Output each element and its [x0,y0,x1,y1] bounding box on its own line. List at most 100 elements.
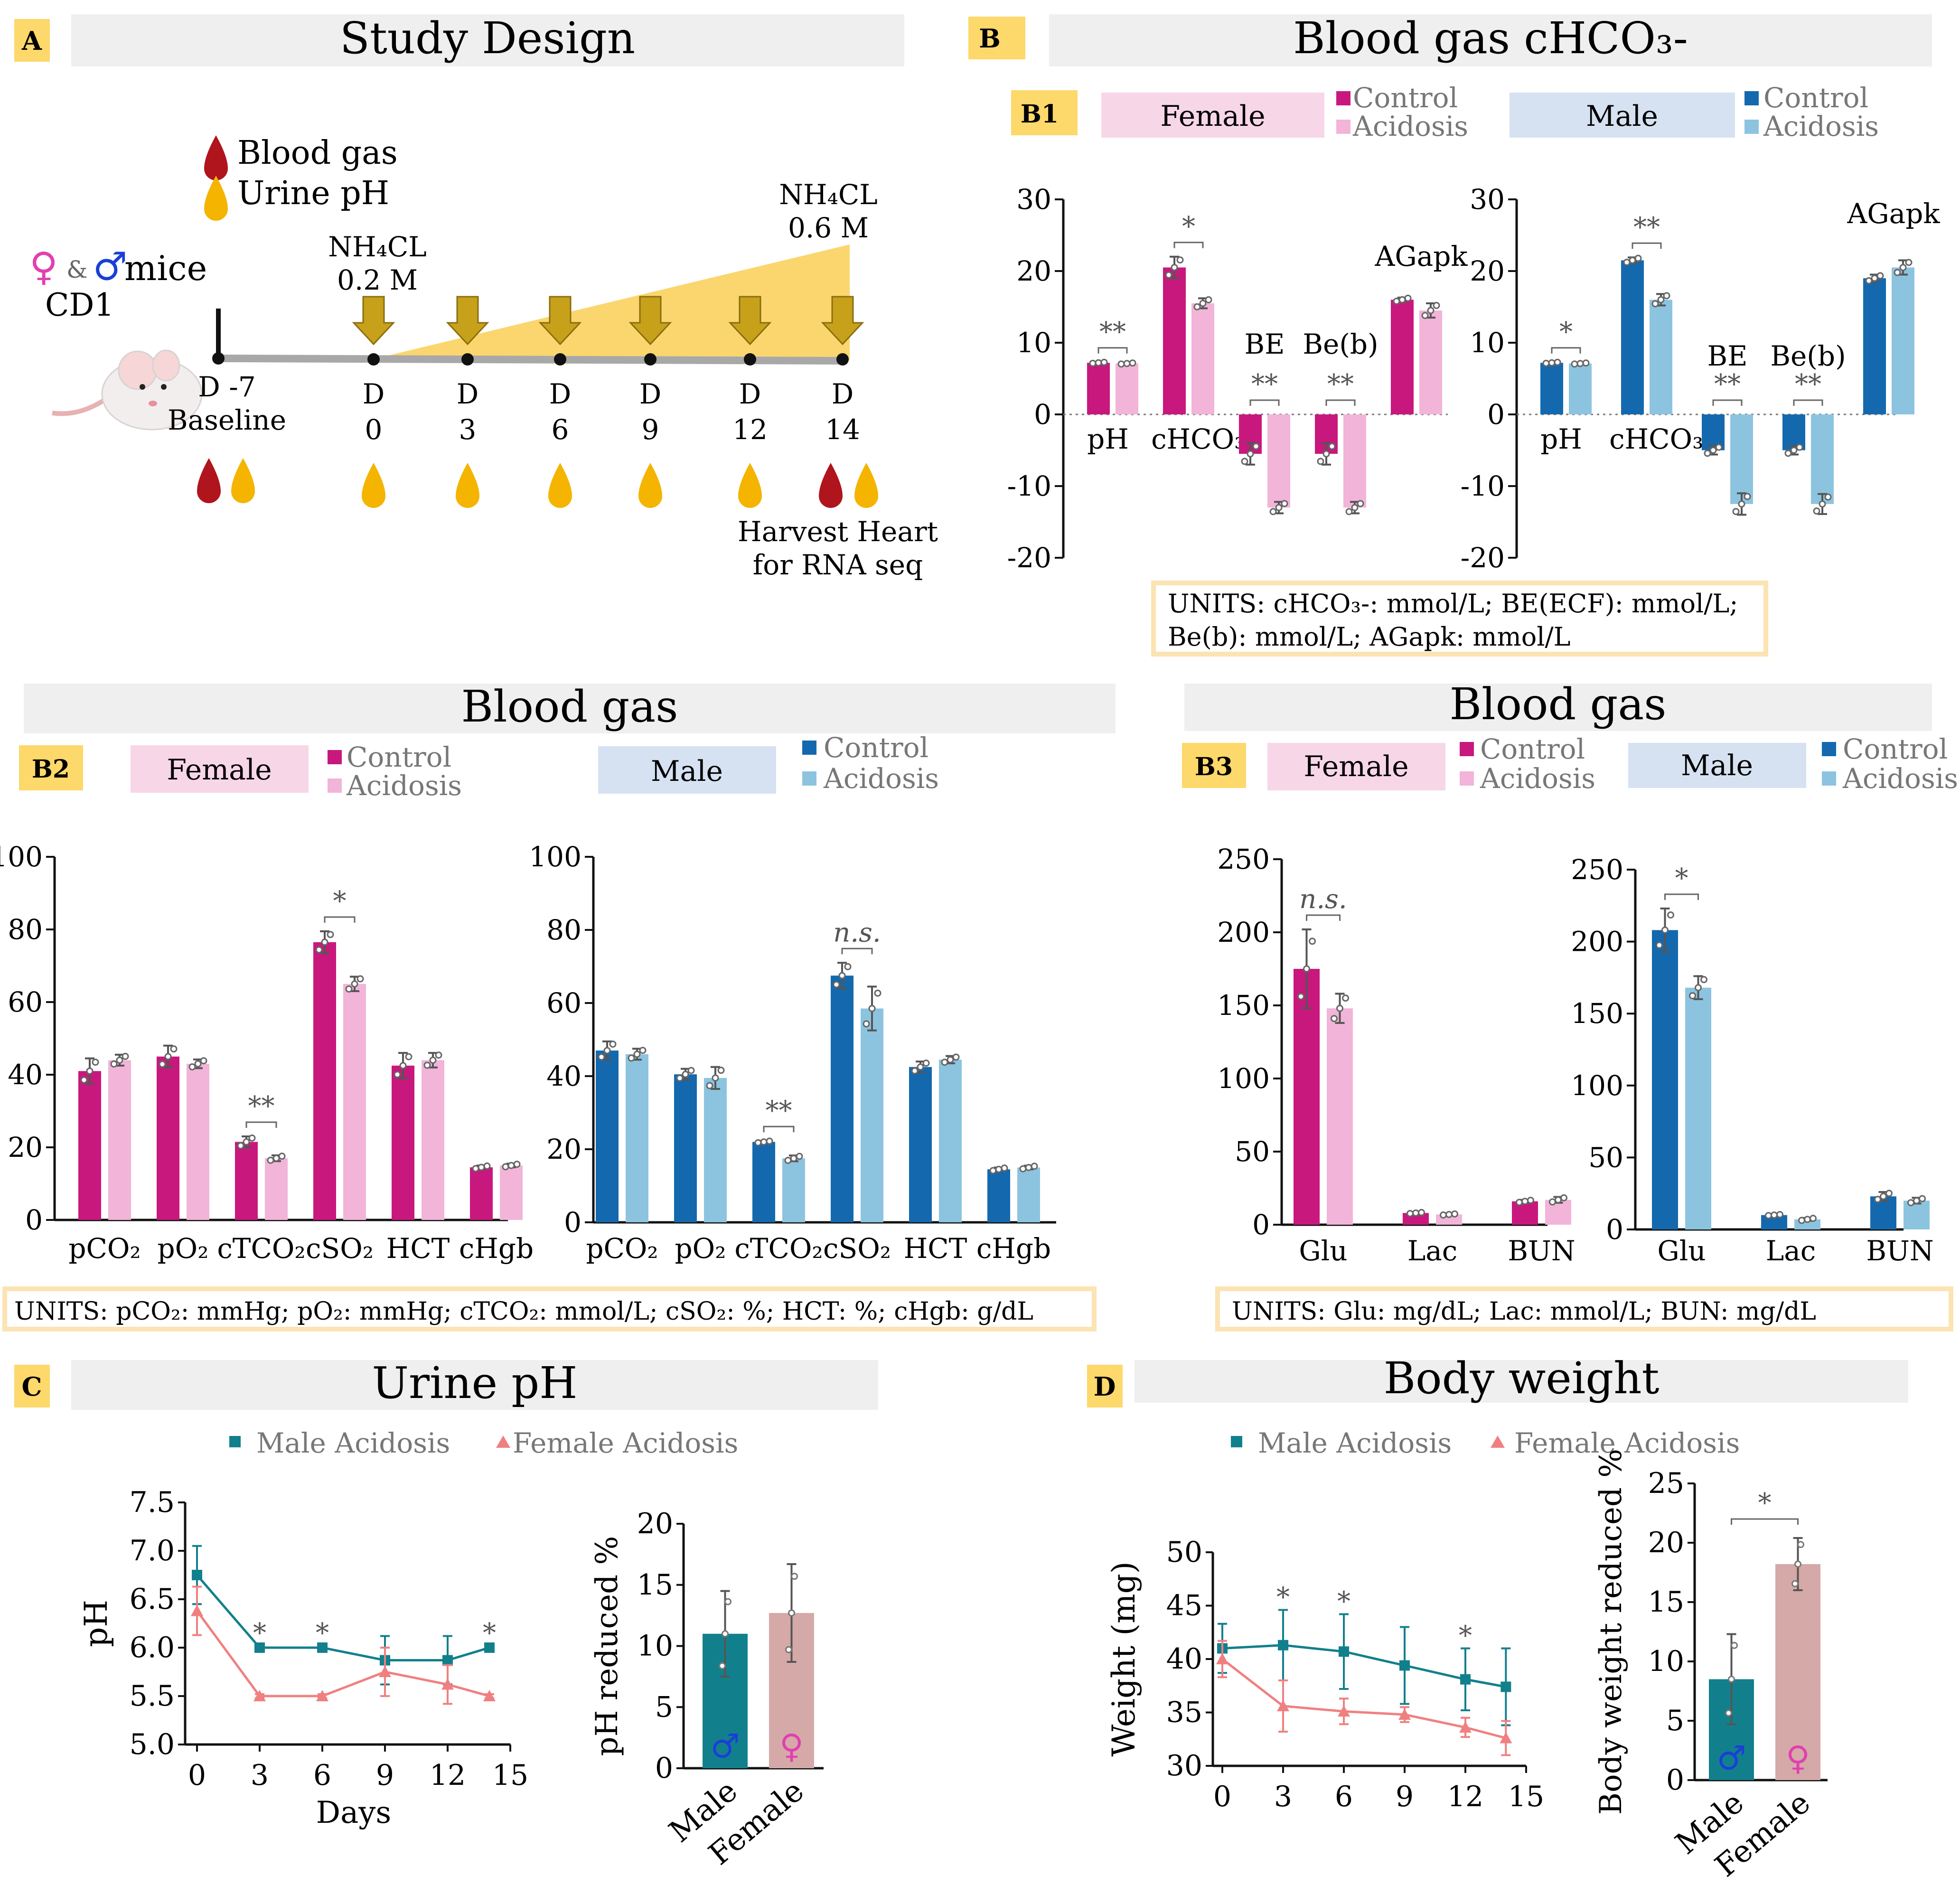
y-tick-label: 40 [1166,1642,1202,1676]
b1-male-legend-acidosis-swatch [1744,120,1759,134]
ampersand: & [66,256,88,283]
b2-units: UNITS: pCO₂: mmHg; pO₂: mmHg; cTCO₂: mmo… [14,1297,1033,1326]
timeline-day-number: 9 [642,413,659,446]
significance-marker: ** [1795,369,1821,400]
chart-c-line: 5.0 5.5 6.0 6.5 7.0 7.5 0 3 6 9 12 15 Days pH * * * [78,1486,528,1830]
panel-a-label-bg [14,19,50,62]
y-tick-label: 20 [1470,255,1505,287]
data-point-female [316,1690,328,1701]
bar-control [752,1142,775,1222]
d-legend-male: Male Acidosis [1258,1427,1452,1459]
panel-c-label: C [22,1371,42,1402]
data-point [399,1062,407,1069]
y-tick-label: 6.0 [130,1631,175,1664]
b2-female-box-text: Female [167,753,272,787]
data-point [429,1056,437,1064]
data-point-female [1398,1708,1411,1720]
b1-units-line1: UNITS: cHCO₃-: mmol/L; BE(ECF): mmol/L; [1168,589,1738,619]
bar-control [596,1050,619,1222]
b1-female-box-text: Female [1160,100,1265,133]
data-point [790,1154,797,1162]
b3-female-legend-control-swatch [1460,742,1474,756]
data-point [435,1051,442,1059]
data-point [796,1153,803,1160]
y-tick-label: 80 [8,913,43,946]
timeline-day-number: 12 [732,413,768,446]
nh4cl-high-label: NH₄CL [779,178,877,211]
legend-urine-ph: Urine pH [237,175,389,212]
data-point [159,1060,166,1068]
y-tick-label: 0 [1487,398,1505,431]
b1-male-box [1510,93,1735,138]
data-point [80,1076,88,1084]
bar-control [1512,1201,1538,1225]
y-axis-label: Body weight reduced % [1594,1449,1629,1815]
category-label: AGapk [1847,197,1940,230]
data-point [1804,1216,1811,1223]
bar-acidosis [187,1064,209,1220]
data-point [687,1067,695,1074]
d-legend-female: Female Acidosis [1514,1427,1740,1459]
data-point [788,1609,795,1617]
b3-male-legend-control: Control [1843,733,1948,765]
c-legend-female-marker [496,1435,510,1448]
bar-acidosis [782,1158,805,1222]
data-point [1269,508,1277,516]
b2-male-legend-acidosis: Acidosis [823,762,939,795]
data-point [1247,450,1254,458]
data-point [676,1074,684,1082]
y-tick-label: 0 [1606,1213,1623,1246]
y-tick-label: 150 [1571,997,1623,1030]
data-point [1794,1560,1801,1568]
b3-male-legend-acidosis-swatch [1822,771,1836,786]
data-point-female [253,1690,266,1701]
b1-female-legend-acidosis-swatch [1336,120,1350,134]
data-point [1667,911,1674,919]
data-point [272,1154,280,1162]
category-label: HCT [904,1232,967,1265]
b2-male-legend-acidosis-swatch [802,771,816,786]
data-point [628,1054,635,1062]
data-point [1880,1192,1887,1200]
urine-drop-icon [362,463,385,508]
data-point [1445,1210,1453,1218]
significance-bracket [1551,347,1581,354]
category-label: Lac [1407,1235,1458,1267]
down-arrow-icon [352,296,395,346]
data-point [766,1137,773,1145]
bar-control [909,1067,932,1222]
c-legend-female: Female Acidosis [513,1427,738,1459]
y-tick-label: 10 [637,1630,673,1663]
data-point [1100,358,1108,366]
timeline-day-letter: D [639,378,662,410]
data-point [1336,1004,1343,1012]
blood-drop-icon [204,135,228,180]
data-point [1089,359,1097,367]
bar-acidosis [704,1078,727,1222]
y-tick-label: 20 [8,1131,43,1163]
series-line-male [1222,1644,1506,1688]
data-point [922,1060,930,1067]
female-symbol-icon: ♀ [1786,1739,1810,1778]
y-tick-label: 15 [1648,1585,1684,1619]
bar-acidosis [626,1054,648,1222]
data-point [1576,360,1584,367]
data-point [754,1139,762,1146]
data-point [1019,1165,1027,1172]
data-point [1129,359,1136,367]
panel-b2-title: Blood gas [461,681,678,732]
data-point [911,1067,919,1075]
x-tick-label: 15 [492,1759,528,1792]
panel-b3: Blood gas B3 Female Control Acidosis Mal… [1182,679,1958,1332]
bar-acidosis [1267,414,1290,508]
x-tick-label: 9 [1396,1780,1414,1813]
bar-control [1621,260,1644,414]
down-arrow-icon [728,296,772,346]
panel-d-title: Body weight [1384,1353,1660,1404]
y-tick-label: 15 [637,1568,673,1602]
strain-label: CD1 [45,287,114,323]
data-point [833,981,840,988]
y-tick-label: 50 [1166,1536,1202,1569]
down-arrow-icon [821,296,864,346]
data-point [1345,508,1353,516]
